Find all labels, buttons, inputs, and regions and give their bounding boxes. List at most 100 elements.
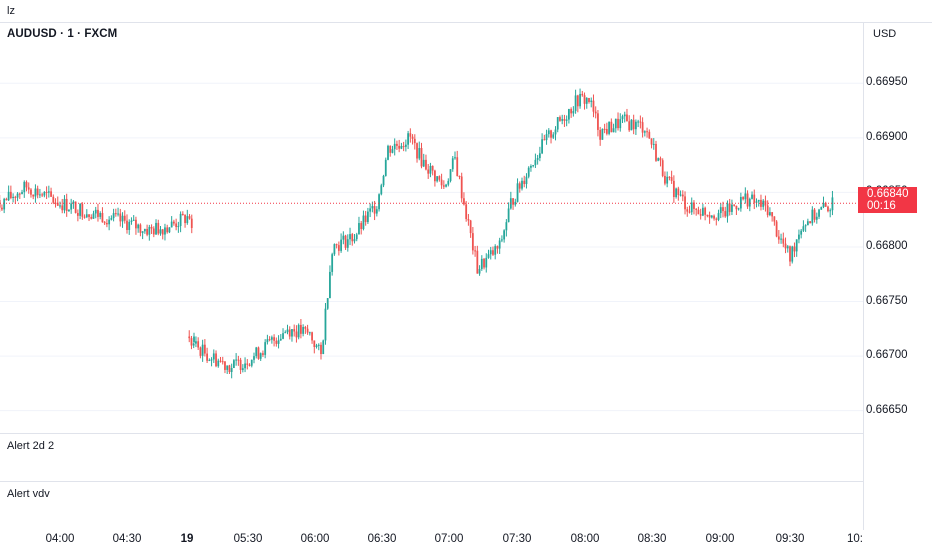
candle-body[interactable] [402,146,405,148]
candle-body[interactable] [112,213,115,219]
candle-body[interactable] [81,203,84,217]
candle-body[interactable] [485,257,488,268]
candle-body[interactable] [168,227,171,233]
candle-body[interactable] [717,213,720,220]
candle-body[interactable] [480,258,483,269]
candle-body[interactable] [273,337,275,341]
candle-body[interactable] [18,193,21,195]
candle-body[interactable] [628,121,631,131]
candle-body[interactable] [614,118,617,129]
candle-body[interactable] [12,196,14,198]
candle-body[interactable] [728,203,731,212]
candle-body[interactable] [367,211,369,223]
candle-body[interactable] [706,214,709,216]
candle-body[interactable] [311,332,313,341]
candle-body[interactable] [697,209,700,215]
candle-body[interactable] [474,250,476,252]
candle-body[interactable] [514,201,517,205]
candle-body[interactable] [76,212,79,216]
candle-body[interactable] [588,98,590,102]
candle-body[interactable] [603,128,606,130]
candle-body[interactable] [773,216,776,222]
candle-body[interactable] [554,129,557,135]
candle-body[interactable] [413,138,416,144]
candle-body[interactable] [324,308,327,341]
candle-body[interactable] [262,353,264,355]
candle-body[interactable] [257,347,260,359]
candle-body[interactable] [688,211,691,213]
candle-body[interactable] [724,211,727,217]
candle-body[interactable] [235,359,238,361]
candle-body[interactable] [556,117,559,130]
candle-body[interactable] [7,191,10,201]
candle-body[interactable] [722,207,724,212]
candle-body[interactable] [371,206,374,209]
candle-body[interactable] [306,328,309,333]
candle-body[interactable] [639,121,642,123]
candle-body[interactable] [507,208,510,223]
candle-body[interactable] [85,214,88,218]
candle-body[interactable] [521,180,523,189]
candle-body[interactable] [166,227,169,233]
candle-body[interactable] [141,231,144,233]
candle-body[interactable] [447,180,450,185]
candle-body[interactable] [487,254,490,258]
candle-body[interactable] [681,194,684,197]
candle-body[interactable] [791,246,794,262]
candle-body[interactable] [815,216,818,220]
candle-body[interactable] [351,234,354,242]
candle-body[interactable] [340,239,342,251]
candle-body[interactable] [518,183,521,189]
candle-body[interactable] [255,347,258,357]
candle-body[interactable] [579,93,581,107]
currency-label[interactable]: USD [873,28,897,40]
candle-body[interactable] [769,212,771,216]
candle-body[interactable] [456,157,459,176]
candle-body[interactable] [137,224,140,229]
candle-body[interactable] [780,238,782,240]
candle-body[interactable] [181,213,184,216]
candle-body[interactable] [822,202,825,208]
candle-body[interactable] [766,205,769,216]
candle-body[interactable] [436,176,439,182]
candle-body[interactable] [68,209,70,212]
candle-body[interactable] [635,121,637,130]
candle-body[interactable] [14,196,17,198]
candle-body[interactable] [360,223,363,230]
candle-body[interactable] [83,216,86,218]
candle-body[interactable] [632,119,635,130]
candle-body[interactable] [469,220,472,234]
candle-body[interactable] [369,208,372,212]
candle-body[interactable] [409,133,412,137]
candle-body[interactable] [404,144,407,147]
candle-body[interactable] [648,131,651,139]
candle-body[interactable] [420,148,423,167]
candle-body[interactable] [215,353,217,367]
candle-body[interactable] [346,239,349,248]
candle-body[interactable] [505,222,508,231]
candle-body[interactable] [358,223,360,235]
candle-body[interactable] [608,121,610,134]
candle-body[interactable] [65,198,68,212]
candle-body[interactable] [492,250,494,255]
candle-body[interactable] [623,114,626,117]
candle-body[interactable] [679,194,682,196]
candle-body[interactable] [106,222,108,225]
candle-body[interactable] [516,183,519,202]
candle-body[interactable] [715,218,718,220]
candle-body[interactable] [259,353,262,359]
candle-body[interactable] [226,365,229,370]
candle-body[interactable] [661,160,664,176]
candle-body[interactable] [47,191,50,193]
candle-body[interactable] [695,208,698,210]
candle-body[interactable] [751,194,753,199]
candle-body[interactable] [302,326,305,334]
candle-body[interactable] [771,212,774,217]
candle-body[interactable] [36,188,39,196]
candle-body[interactable] [117,213,119,215]
candle-body[interactable] [21,192,23,194]
candle-body[interactable] [3,198,6,210]
candle-body[interactable] [612,128,615,133]
candle-body[interactable] [543,139,546,141]
candle-body[interactable] [431,165,434,171]
